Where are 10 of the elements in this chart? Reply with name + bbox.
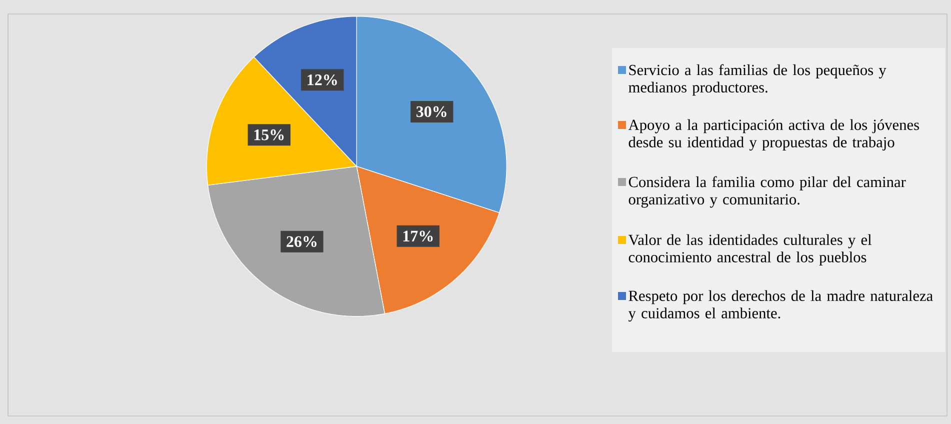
legend-label: Respeto por los derechos de la madre naturaleza y cuidamos el ambiente. (628, 290, 933, 322)
data-label: 26% (286, 236, 316, 248)
legend-label: Considera la familia como pilar del caminar organizativo y comunitario. (628, 176, 906, 208)
data-label: 30% (416, 106, 446, 118)
legend-label: Apoyo a la participación activa de los jóvenes desde su identidad y propuestas de trabajo (628, 119, 919, 151)
legend-label: Valor de las identidades culturales y el conocimiento ancestral de los pueblos (628, 234, 872, 266)
data-label: 17% (403, 230, 433, 242)
data-label: 15% (254, 129, 284, 140)
data-label: 12% (308, 74, 337, 86)
legend-label: Servicio a las familias de los pequeños y medianos productores. (628, 64, 886, 96)
